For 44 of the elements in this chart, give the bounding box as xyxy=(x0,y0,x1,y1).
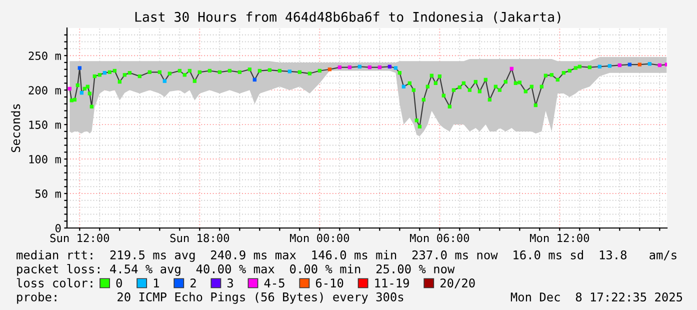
legend-label: 4-5 xyxy=(264,278,284,288)
point xyxy=(368,65,372,70)
point xyxy=(252,78,257,82)
x-tick-label: Mon 12:00 xyxy=(530,234,590,242)
y-tick-label: 150 m xyxy=(29,120,61,129)
y-tick-label: 250 m xyxy=(28,52,61,60)
point xyxy=(394,66,398,70)
line-series xyxy=(69,63,667,128)
y-tick-label: 200 m xyxy=(28,86,61,94)
y-tick-label: 0 xyxy=(55,224,61,232)
point xyxy=(328,68,332,72)
legend-label: 11-19 xyxy=(375,278,409,288)
point xyxy=(648,62,652,66)
point xyxy=(288,70,292,74)
legend-title: loss color: xyxy=(16,278,92,288)
legend-label: 6-10 xyxy=(316,278,344,288)
text: Mon Dec 8 17:22:35 2025 xyxy=(510,292,682,302)
text: packet loss: 4.54 % avg 40.00 % max 0.00 % min 25.00 % now xyxy=(17,264,455,276)
point xyxy=(348,65,352,70)
y-tick-label: 50 m xyxy=(35,190,61,198)
point xyxy=(608,64,612,68)
legend-label: 20/20 xyxy=(440,278,475,288)
point xyxy=(628,62,632,66)
text: median rtt: 219.5 ms avg 240.9 ms max 146.0 ms min 237.0 ms now 16.0 ms sd 13.8 am/s xyxy=(16,250,676,262)
point xyxy=(388,64,392,68)
x-tick-label: Sun 18:00 xyxy=(170,234,230,242)
x-tick-label: Mon 00:00 xyxy=(290,234,350,242)
y-tick-label: 100 m xyxy=(29,155,61,164)
x-tick-label: Mon 06:00 xyxy=(410,234,470,242)
text: probe: 20 ICMP Echo Pings (56 Bytes) every 300s xyxy=(17,292,404,304)
point xyxy=(510,66,514,71)
chart-title: Last 30 Hours from 464d48b6ba6f to Indonesia (Jakarta) xyxy=(135,12,560,24)
x-tick-label: Sun 12:00 xyxy=(50,234,110,242)
legend-label: 1 xyxy=(154,278,159,288)
point xyxy=(658,63,662,68)
point xyxy=(80,90,84,95)
legend-label: 3 xyxy=(227,278,233,288)
y-axis-title: Seconds xyxy=(11,104,20,152)
legend-label: 2 xyxy=(190,278,196,288)
point xyxy=(162,79,167,83)
point xyxy=(402,84,406,88)
point xyxy=(68,86,72,91)
legend-label: 0 xyxy=(116,278,122,288)
point xyxy=(102,70,107,75)
